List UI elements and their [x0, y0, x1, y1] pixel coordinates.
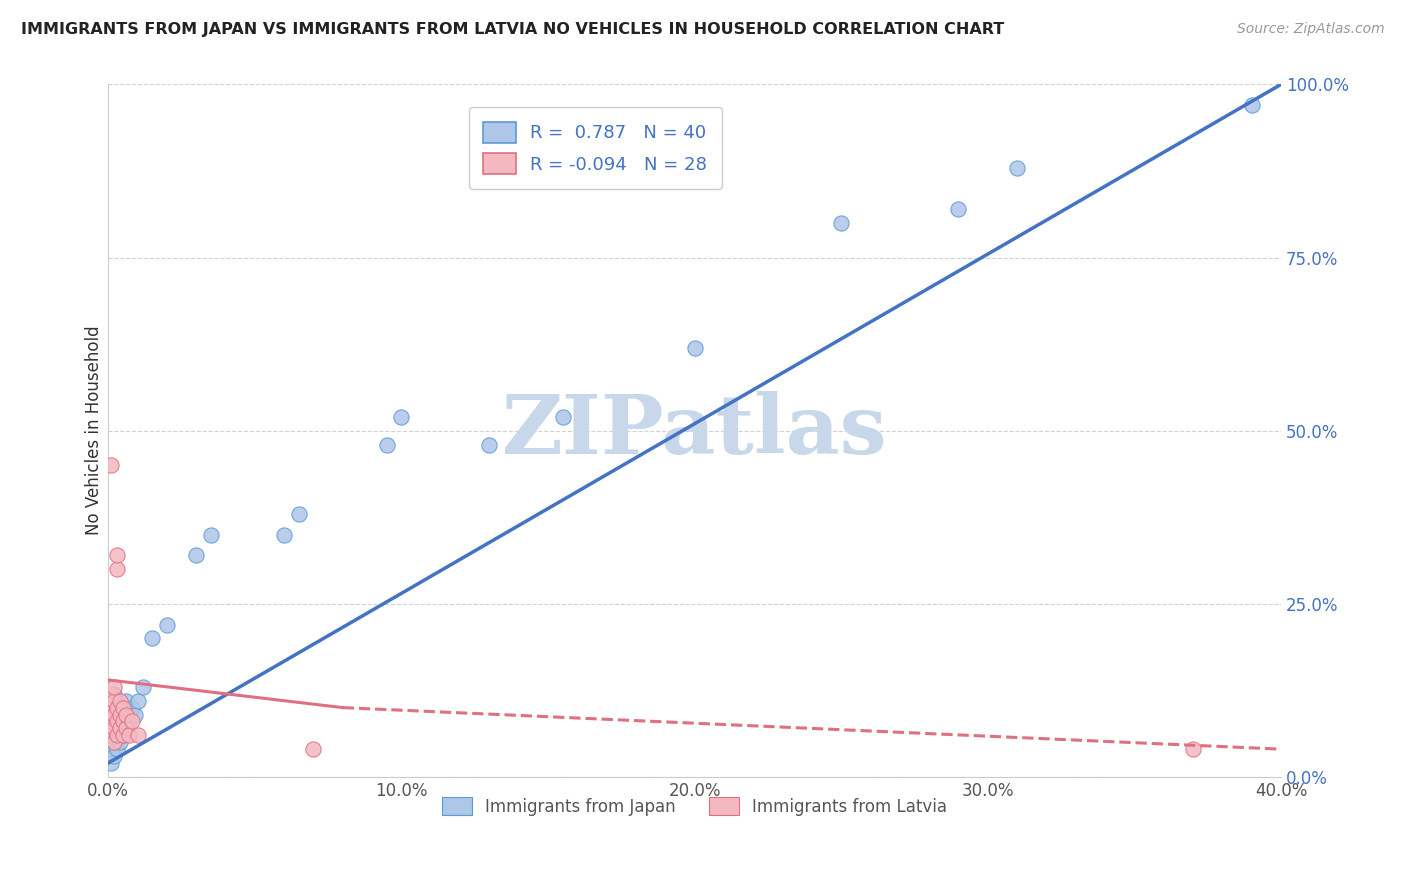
Point — [100, 714, 122, 729]
Point — [105, 549, 128, 563]
Point — [186, 549, 208, 563]
Point — [105, 742, 128, 756]
Text: Source: ZipAtlas.com: Source: ZipAtlas.com — [1237, 22, 1385, 37]
Point — [105, 728, 128, 742]
Point — [121, 700, 143, 714]
Point — [105, 714, 128, 729]
Point — [105, 707, 128, 722]
Point — [100, 458, 122, 473]
Point — [111, 728, 134, 742]
Point — [103, 694, 125, 708]
Point — [103, 700, 125, 714]
Point — [141, 632, 163, 646]
Point — [114, 722, 136, 736]
Point — [103, 749, 125, 764]
Point — [103, 680, 125, 694]
Point — [111, 707, 134, 722]
Point — [108, 700, 131, 714]
Point — [551, 409, 574, 424]
Point — [287, 507, 309, 521]
Point — [111, 700, 134, 714]
Point — [103, 722, 125, 736]
Point — [105, 700, 128, 714]
Point — [103, 722, 125, 736]
Point — [200, 527, 222, 541]
Point — [100, 756, 122, 770]
Point — [830, 216, 852, 230]
Point — [100, 728, 122, 742]
Point — [100, 700, 122, 714]
Point — [683, 341, 706, 355]
Point — [478, 437, 501, 451]
Point — [127, 728, 149, 742]
Point — [105, 728, 128, 742]
Point — [132, 680, 155, 694]
Legend: Immigrants from Japan, Immigrants from Latvia: Immigrants from Japan, Immigrants from L… — [433, 789, 956, 824]
Point — [273, 527, 295, 541]
Point — [389, 409, 412, 424]
Text: IMMIGRANTS FROM JAPAN VS IMMIGRANTS FROM LATVIA NO VEHICLES IN HOUSEHOLD CORRELA: IMMIGRANTS FROM JAPAN VS IMMIGRANTS FROM… — [21, 22, 1004, 37]
Point — [100, 714, 122, 729]
Point — [103, 707, 125, 722]
Point — [108, 694, 131, 708]
Point — [127, 694, 149, 708]
Point — [1240, 98, 1263, 112]
Point — [108, 722, 131, 736]
Point — [103, 735, 125, 749]
Point — [103, 687, 125, 701]
Point — [108, 735, 131, 749]
Point — [114, 722, 136, 736]
Point — [100, 728, 122, 742]
Point — [105, 562, 128, 576]
Point — [108, 707, 131, 722]
Point — [105, 694, 128, 708]
Point — [111, 714, 134, 729]
Point — [111, 728, 134, 742]
Point — [375, 437, 398, 451]
Point — [114, 707, 136, 722]
Point — [100, 742, 122, 756]
Point — [121, 714, 143, 729]
Point — [118, 714, 141, 729]
Point — [302, 742, 325, 756]
Point — [103, 735, 125, 749]
Point — [108, 714, 131, 729]
Text: ZIPatlas: ZIPatlas — [502, 391, 887, 471]
Point — [100, 687, 122, 701]
Point — [156, 617, 179, 632]
Point — [1005, 161, 1028, 175]
Point — [1182, 742, 1205, 756]
Point — [124, 707, 146, 722]
Point — [118, 728, 141, 742]
Y-axis label: No Vehicles in Household: No Vehicles in Household — [86, 326, 103, 535]
Point — [114, 694, 136, 708]
Point — [948, 202, 970, 216]
